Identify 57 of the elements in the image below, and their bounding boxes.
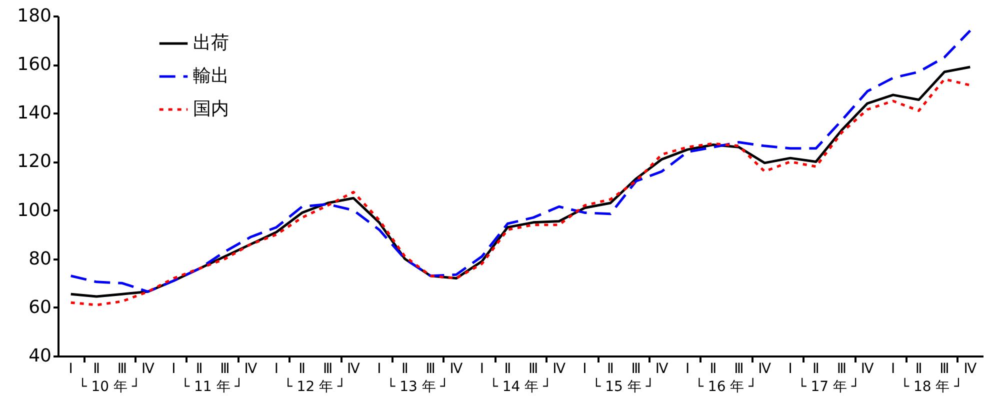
x-tick-label: Ⅰ (480, 361, 484, 377)
y-tick-label: 100 (17, 200, 52, 221)
x-tick-label: Ⅲ (631, 361, 641, 377)
x-tick-label: Ⅲ (734, 361, 744, 377)
x-tick-label: Ⅲ (426, 361, 436, 377)
y-tick-label: 160 (17, 54, 52, 76)
text: └ 17 年 ┘ (798, 377, 860, 395)
x-tick-label: Ⅳ (552, 361, 566, 377)
x-tick-label: Ⅱ (401, 361, 408, 377)
legend-label: 国内 (193, 98, 229, 120)
y-tick-label: 120 (17, 151, 52, 172)
x-tick-label: Ⅱ (710, 361, 717, 377)
legend-label: 輸出 (193, 66, 229, 86)
x-tick-label: Ⅰ (68, 361, 73, 377)
text: └ 18 年 ┘ (900, 377, 963, 395)
x-tick-label: Ⅱ (298, 361, 306, 377)
line-series (70, 29, 972, 293)
y-tick-label: 80 (28, 248, 52, 270)
y-tick-label: 60 (28, 296, 52, 318)
x-tick-label: Ⅰ (582, 361, 587, 377)
x-tick-label: Ⅲ (322, 361, 333, 377)
legend-label: 出荷 (193, 32, 229, 54)
y-tick-label: 180 (17, 6, 52, 26)
y-tick-label: 40 (28, 346, 52, 366)
text: └ 12 年 ┘ (284, 377, 346, 395)
x-tick-label: Ⅲ (528, 361, 538, 377)
x-tick-label: Ⅰ (685, 361, 690, 377)
x-tick-label: Ⅱ (196, 361, 203, 377)
x-tick-label: Ⅳ (450, 361, 463, 377)
text: └ 13 年 ┘ (386, 377, 449, 395)
y-tick-label: 140 (17, 102, 52, 124)
x-tick-label: Ⅰ (172, 361, 176, 377)
text: └ 16 年 ┘ (695, 377, 758, 395)
x-tick-label: Ⅳ (758, 361, 772, 377)
x-tick-label: Ⅳ (655, 361, 668, 377)
text: └ 14 年 ┘ (489, 377, 552, 395)
x-tick-label: Ⅳ (141, 361, 154, 377)
x-tick-label: Ⅱ (606, 361, 614, 377)
text: └ 10 年 ┘ (78, 377, 140, 395)
x-tick-label: Ⅰ (274, 361, 278, 377)
x-tick-label: Ⅳ (860, 361, 874, 377)
x-tick-label: Ⅱ (812, 361, 820, 377)
text: └ 15 年 ┘ (592, 377, 654, 395)
x-tick-label: Ⅱ (504, 361, 512, 377)
x-tick-label: Ⅰ (891, 361, 896, 377)
x-tick-label: Ⅳ (347, 361, 360, 377)
x-tick-label: Ⅲ (117, 361, 128, 377)
x-tick-label: Ⅲ (220, 361, 230, 377)
x-tick-label: Ⅳ (964, 361, 977, 377)
text: └ 11 年 ┘ (181, 377, 244, 395)
x-tick-label: Ⅱ (93, 361, 100, 377)
x-tick-label: Ⅱ (915, 361, 922, 377)
x-tick-label: Ⅲ (836, 361, 847, 377)
x-tick-label: Ⅰ (377, 361, 382, 377)
x-tick-label: Ⅳ (244, 361, 258, 377)
x-tick-label: Ⅲ (940, 361, 950, 377)
x-tick-label: Ⅰ (788, 361, 792, 377)
